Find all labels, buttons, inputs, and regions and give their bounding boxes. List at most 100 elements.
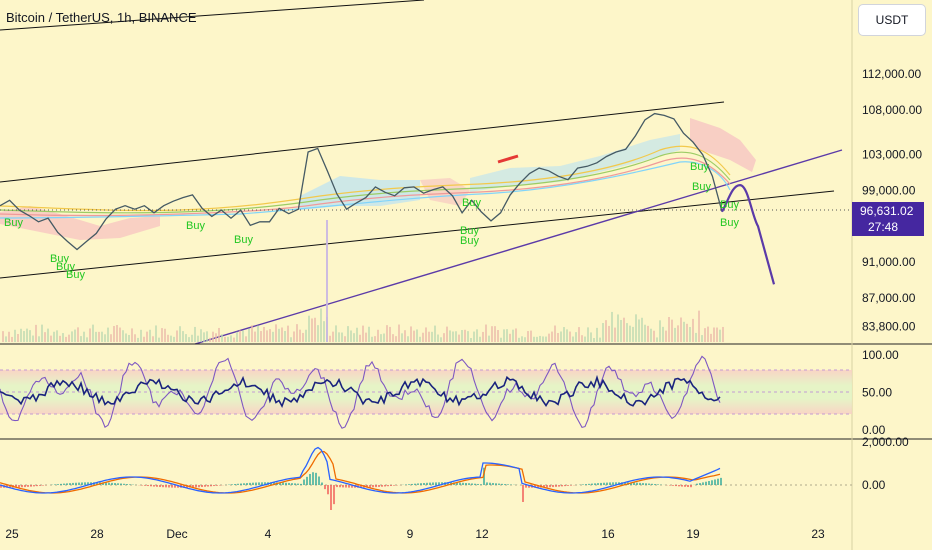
- buy-signal-label: Buy: [720, 199, 739, 211]
- volume-bar: [416, 329, 418, 342]
- volume-bar: [65, 336, 67, 342]
- volume-bar: [296, 324, 298, 342]
- volume-bar: [413, 330, 415, 342]
- buy-signal-label: Buy: [692, 181, 711, 193]
- volume-bar: [224, 336, 226, 342]
- volume-bar: [593, 337, 595, 342]
- volume-bar: [332, 331, 334, 342]
- volume-bar: [461, 330, 463, 342]
- channel-lower-line[interactable]: [0, 190, 835, 279]
- volume-bar: [542, 336, 544, 342]
- macd-histogram-bar: [567, 485, 569, 486]
- volume-bar: [467, 331, 469, 342]
- volume-bar: [653, 330, 655, 342]
- time-tick-label: 23: [811, 527, 825, 541]
- rising-support-line[interactable]: [194, 149, 843, 345]
- cloud-bullish: [470, 134, 680, 192]
- currency-button[interactable]: USDT: [858, 4, 926, 36]
- volume-bar: [68, 334, 70, 342]
- macd-histogram-bar: [0, 485, 2, 488]
- macd-pane[interactable]: [0, 446, 852, 510]
- volume-bar: [269, 329, 271, 342]
- volume-bar: [248, 328, 250, 342]
- volume-bar: [419, 336, 421, 342]
- volume-bar: [212, 331, 214, 342]
- volume-bar: [395, 336, 397, 342]
- time-axis[interactable]: 25 28 Dec 4 9 12 16 19 23: [5, 527, 825, 541]
- trend-lines[interactable]: [0, 0, 843, 345]
- price-tick-label: 103,000.00: [862, 148, 922, 162]
- volume-bar: [401, 333, 403, 342]
- volume-bar: [5, 336, 7, 342]
- macd-histogram-bar: [486, 482, 488, 485]
- macd-histogram-bar: [63, 483, 65, 485]
- volume-bar: [503, 329, 505, 342]
- volume-bar: [554, 325, 556, 342]
- volume-bar: [410, 326, 412, 342]
- macd-histogram-bar: [231, 484, 233, 485]
- macd-histogram-bar: [9, 485, 11, 488]
- macd-histogram-bar: [156, 485, 158, 487]
- volume-bar: [299, 329, 301, 342]
- macd-histogram-bar: [33, 485, 35, 487]
- volume-bar: [32, 335, 34, 342]
- top-trend-line[interactable]: [0, 0, 425, 31]
- volume-bar: [53, 331, 55, 342]
- volume-bar: [548, 333, 550, 342]
- volume-bar: [632, 326, 634, 342]
- volume-bar: [437, 334, 439, 342]
- projection-path[interactable]: [721, 184, 776, 285]
- volume-bar: [440, 337, 442, 342]
- volume-bar: [170, 335, 172, 342]
- macd-histogram-bar: [390, 485, 392, 486]
- macd-histogram-bar: [528, 485, 530, 488]
- volume-bar: [185, 334, 187, 342]
- volume-bar: [518, 337, 520, 342]
- macd-histogram-bar: [306, 476, 308, 485]
- volume-bar: [215, 333, 217, 342]
- macd-histogram-bar: [246, 483, 248, 485]
- price-tick-label: 87,000.00: [862, 291, 916, 305]
- volume-bar: [701, 335, 703, 342]
- volume-bar: [113, 325, 115, 342]
- volume-bar: [686, 323, 688, 342]
- volume-bar: [383, 333, 385, 342]
- macd-histogram-bar: [483, 467, 485, 485]
- volume-bar: [497, 330, 499, 342]
- time-tick-label: 4: [265, 527, 272, 541]
- volume-bar: [134, 334, 136, 342]
- macd-histogram-bar: [159, 485, 161, 488]
- macd-histogram-bar: [102, 482, 104, 485]
- volume-bar: [233, 337, 235, 342]
- macd-histogram-bar: [168, 485, 170, 488]
- macd-histogram-bar: [18, 485, 20, 488]
- volume-bar: [650, 328, 652, 342]
- volume-bar: [470, 337, 472, 342]
- channel-upper-line[interactable]: [0, 101, 725, 183]
- volume-bar: [569, 331, 571, 342]
- price-axis[interactable]: 112,000.00 108,000.00 103,000.00 99,000.00 9…: [862, 67, 922, 492]
- volume-bar: [290, 337, 292, 342]
- macd-histogram-bar: [630, 482, 632, 485]
- oscillator-pane[interactable]: [0, 355, 852, 429]
- volume-bar: [584, 336, 586, 342]
- volume-bar: [110, 334, 112, 342]
- price-tick-label: 83,800.00: [862, 319, 916, 333]
- macd-histogram-bar: [243, 483, 245, 485]
- macd-histogram-bar: [591, 483, 593, 485]
- volume-bar: [182, 331, 184, 342]
- volume-bar: [353, 333, 355, 342]
- macd-histogram-bar: [558, 485, 560, 487]
- volume-bar: [362, 325, 364, 342]
- macd-histogram-bar: [642, 483, 644, 485]
- volume-bar: [284, 330, 286, 342]
- time-tick-label: 12: [475, 527, 489, 541]
- volume-bar: [605, 320, 607, 342]
- volume-bar: [398, 324, 400, 342]
- volume-bar: [539, 335, 541, 342]
- macd-histogram-bar: [333, 485, 335, 505]
- macd-histogram-bar: [522, 485, 524, 502]
- macd-histogram-bar: [120, 483, 122, 485]
- volume-bar: [545, 336, 547, 342]
